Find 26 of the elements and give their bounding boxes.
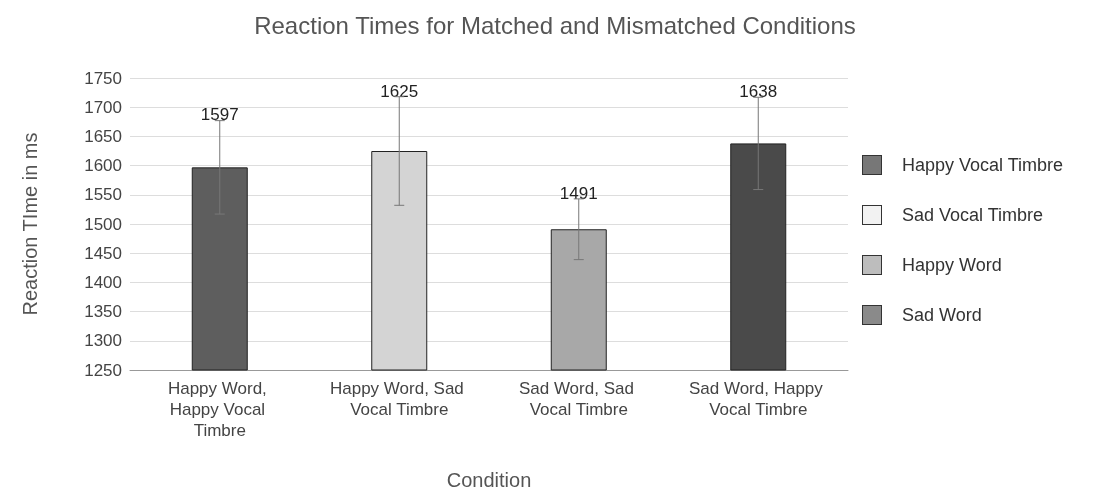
data-label: 1625 — [380, 81, 419, 101]
x-tick-label: Happy Word, Sad Vocal Timbre — [329, 379, 469, 419]
data-label: 1638 — [739, 82, 778, 102]
x-axis-title: Condition — [446, 469, 532, 491]
y-tick-label: 1250 — [84, 360, 122, 380]
y-tick-label: 1600 — [84, 156, 122, 176]
x-tick-label: Sad Word, Sad Vocal Timbre — [518, 379, 639, 419]
x-tick-label: Sad Word, Happy Vocal Timbre — [688, 379, 828, 419]
y-tick-label: 1300 — [84, 331, 122, 351]
y-tick-label: 1550 — [84, 185, 122, 205]
y-tick-label: 1350 — [84, 302, 122, 322]
y-tick-label: 1450 — [84, 243, 122, 263]
chart-title: Reaction Times for Matched and Mismatched Conditions — [254, 11, 856, 39]
text: Happy Vocal Timbre — [902, 154, 1064, 176]
text: Happy Word — [902, 254, 1002, 276]
text: Sad Vocal Timbre — [902, 204, 1044, 226]
y-tick-label: 1700 — [84, 97, 122, 117]
y-tick-label: 1400 — [84, 272, 122, 292]
data-label: 1491 — [559, 183, 598, 203]
y-tick-label: 1500 — [84, 214, 122, 234]
x-tick-label: Happy Word, Happy Vocal Timbre — [167, 379, 272, 440]
text: Sad Word — [902, 304, 982, 326]
y-tick-label: 1750 — [84, 68, 122, 88]
data-label: 1597 — [200, 105, 239, 125]
y-tick-label: 1650 — [84, 126, 122, 146]
y-axis-title: Reaction TIme in ms — [19, 132, 41, 316]
